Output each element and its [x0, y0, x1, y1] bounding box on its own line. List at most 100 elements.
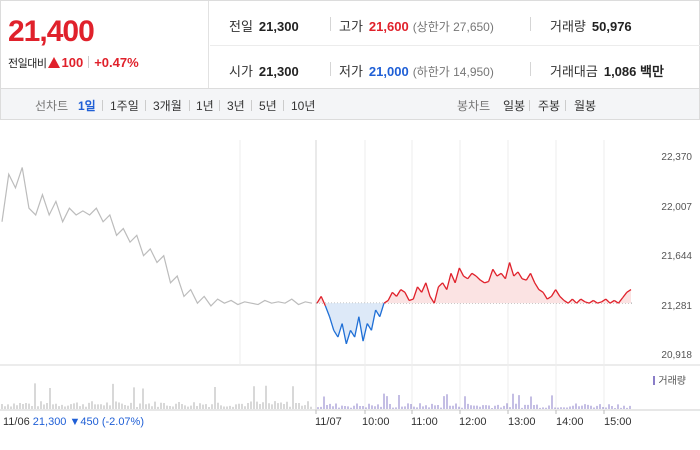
- prev-close-value: 21,300: [258, 19, 299, 34]
- tab-3years[interactable]: 3년: [227, 99, 245, 113]
- up-price-segment: [446, 273, 452, 290]
- down-price-segment: [358, 316, 364, 342]
- volume-legend-label: 거래량: [658, 376, 686, 387]
- current-price: 21,400: [8, 15, 95, 48]
- down-price-segment: [345, 330, 352, 345]
- y-tick-label: 21,644: [661, 251, 692, 262]
- up-price-segment: [484, 280, 489, 284]
- open-label: 시가: [229, 64, 253, 79]
- up-price-segment: [580, 298, 586, 303]
- up-price-segment: [467, 272, 473, 280]
- up-price-segment: [542, 291, 548, 300]
- stat-divider: [330, 62, 331, 76]
- quote-panel: 21,400 전일대비 100 +0.47% 전일 21,300 고가 21,600 (상…: [0, 0, 700, 89]
- up-price-segment: [412, 286, 419, 300]
- down-price-segment: [328, 316, 335, 331]
- price-box: 21,400 전일대비 100 +0.47%: [1, 1, 209, 89]
- up-price-segment: [613, 299, 619, 304]
- open-value: 21,300: [258, 64, 299, 79]
- x-tick-label: 15:00: [604, 416, 632, 428]
- up-price-segment: [555, 289, 561, 297]
- x-tick-label: 11:00: [411, 416, 438, 428]
- x-tick-label: 13:00: [508, 416, 536, 428]
- up-price-segment: [391, 291, 397, 297]
- low-label: 저가: [339, 64, 363, 79]
- lower-limit: (하한가 14,950): [412, 65, 494, 79]
- y-tick-label: 20,918: [661, 350, 692, 361]
- change-rate: +0.47%: [94, 55, 139, 70]
- tab-3months[interactable]: 3개월: [153, 99, 182, 113]
- x-tick-label: 11/07: [315, 416, 342, 428]
- up-price-segment: [534, 282, 540, 290]
- up-price-segment: [592, 299, 598, 304]
- low-value: 21,000: [368, 64, 409, 79]
- prev-day-change: 450: [80, 416, 99, 428]
- x-tick-label: 12:00: [459, 416, 487, 428]
- up-price-segment: [563, 299, 569, 304]
- amount-label: 거래대금: [550, 64, 598, 79]
- down-price-segment: [333, 329, 339, 338]
- up-price-segment: [622, 291, 628, 299]
- y-tick-label: 22,007: [661, 202, 692, 213]
- change-row: 전일대비 100 +0.47%: [8, 55, 139, 71]
- up-price-segment: [601, 298, 607, 303]
- up-price-segment: [433, 286, 440, 304]
- prev-day-rate: (-2.07%): [101, 416, 144, 428]
- up-price-segment: [425, 282, 431, 297]
- up-area-fill: [317, 262, 631, 306]
- prev-close-stat: 전일 21,300: [229, 16, 299, 35]
- volume-stat: 거래량 50,976: [550, 16, 632, 35]
- stat-row-divider: [210, 45, 700, 46]
- tab-monthly-candle[interactable]: 월봉: [574, 99, 597, 113]
- prev-day-price-line: [1, 167, 313, 307]
- tab-1year[interactable]: 1년: [196, 99, 214, 113]
- tab-weekly-candle[interactable]: 주봉: [538, 99, 561, 113]
- tab-daily-candle[interactable]: 일봉: [503, 99, 526, 113]
- down-price-segment: [349, 329, 356, 338]
- up-price-segment: [617, 297, 624, 304]
- up-price-segment: [458, 267, 465, 277]
- high-stat: 고가 21,600 (상한가 27,650): [339, 16, 494, 35]
- amount-stat: 거래대금 1,086 백만: [550, 61, 664, 80]
- up-price-segment: [471, 272, 477, 277]
- up-price-segment: [504, 262, 511, 279]
- stat-divider: [530, 62, 531, 76]
- upper-limit: (상한가 27,650): [412, 20, 494, 34]
- up-price-segment: [442, 282, 448, 290]
- change-label: 전일대비: [8, 58, 47, 70]
- up-price-segment: [408, 298, 414, 302]
- down-price-segment: [370, 309, 377, 331]
- up-price-segment: [546, 295, 552, 300]
- up-price-segment: [521, 278, 527, 281]
- tab-5years[interactable]: 5년: [259, 99, 277, 113]
- x-tick-label: 14:00: [556, 416, 584, 428]
- down-price-segment: [324, 305, 331, 317]
- prev-day-price: 21,300: [32, 416, 67, 428]
- open-stat: 시가 21,300: [229, 61, 299, 80]
- change-divider: [88, 56, 90, 68]
- tab-divider: [189, 100, 190, 111]
- up-price-segment: [513, 271, 519, 277]
- tab-1week[interactable]: 1주일: [110, 99, 139, 113]
- tab-10years[interactable]: 10년: [291, 99, 316, 113]
- up-price-segment: [588, 299, 594, 304]
- up-price-segment: [488, 269, 494, 282]
- tab-divider: [529, 100, 530, 111]
- up-price-segment: [571, 298, 578, 304]
- up-price-segment: [437, 282, 444, 288]
- down-price-segment: [362, 323, 368, 342]
- prev-day-summary: 11/06 21,300 ▼450 (-2.07%): [3, 416, 144, 428]
- volume-label: 거래량: [550, 19, 586, 34]
- tab-1day[interactable]: 1일: [78, 99, 96, 113]
- up-price-segment: [416, 286, 423, 293]
- up-price-segment: [605, 298, 611, 304]
- tab-divider: [283, 100, 284, 111]
- price-chart-svg: [0, 140, 700, 414]
- down-area-fill: [325, 303, 384, 344]
- up-price-segment: [584, 301, 590, 304]
- up-price-segment: [316, 296, 322, 304]
- low-stat: 저가 21,000 (하한가 14,950): [339, 61, 494, 80]
- volume-value: 50,976: [591, 19, 632, 34]
- down-price-segment: [337, 323, 343, 338]
- down-arrow-icon: ▼: [69, 416, 81, 428]
